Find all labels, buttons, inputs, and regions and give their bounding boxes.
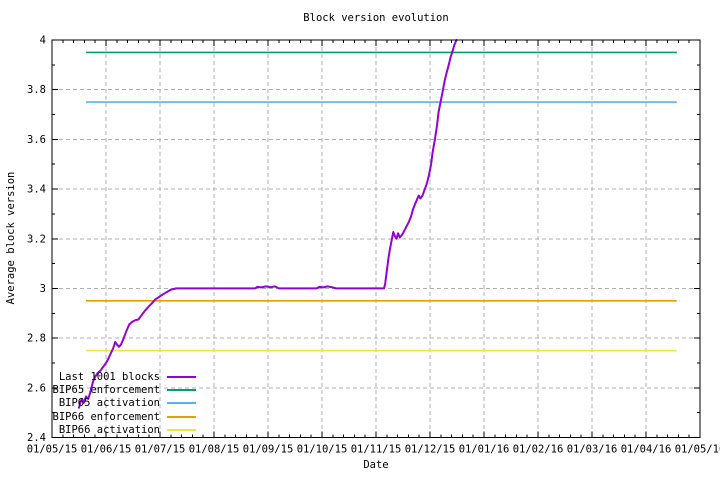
x-tick-label: 01/02/16 [513,444,564,456]
legend-label: BIP66 enforcement [52,410,160,423]
y-tick-label: 3.8 [27,84,46,96]
x-tick-label: 01/09/15 [243,444,294,456]
x-tick-label: 01/12/15 [405,444,456,456]
legend-item-last-1001-blocks: Last 1001 blocks [0,370,240,383]
legend-label: BIP65 enforcement [52,384,160,397]
legend-item-bip65-activation: BIP65 activation [0,397,240,410]
x-tick-label: 01/05/16 [675,444,720,456]
legend-line-sample [167,429,196,432]
legend-line-sample [167,415,196,418]
y-tick-label: 2.4 [27,432,46,444]
y-tick-label: 3.6 [27,134,46,146]
legend-label: Last 1001 blocks [58,370,160,383]
legend-line-sample [167,389,196,392]
x-tick-label: 01/01/16 [459,444,510,456]
y-tick-label: 2.6 [27,382,46,394]
legend-line-sample [167,375,196,378]
x-tick-label: 01/11/15 [351,444,402,456]
legend-label: BIP65 activation [58,397,160,410]
x-tick-label: 01/07/15 [135,444,186,456]
x-tick-label: 01/06/15 [81,444,132,456]
y-tick-label: 4 [40,35,46,47]
chart-title: Block version evolution [303,12,449,24]
y-tick-label: 3.4 [27,184,46,196]
legend-item-bip65-enforcement: BIP65 enforcement [0,383,240,396]
x-tick-label: 01/03/16 [567,444,618,456]
x-tick-label: 01/10/15 [297,444,348,456]
legend-line-sample [167,402,196,405]
legend-item-bip66-enforcement: BIP66 enforcement [0,410,240,423]
x-tick-label: 01/08/15 [189,444,240,456]
y-tick-label: 3.2 [27,233,46,245]
legend-label: BIP66 activation [58,424,160,437]
legend: Last 1001 blocks BIP65 enforcement BIP65… [0,370,240,437]
x-tick-label: 01/04/16 [621,444,672,456]
y-tick-label: 2.8 [27,333,46,345]
legend-item-bip66-activation: BIP66 activation [0,424,240,437]
y-tick-label: 3 [40,283,46,295]
x-axis-title: Date [363,459,389,471]
series-last-1001-blocks [78,39,458,409]
x-tick-label: 01/05/15 [27,444,78,456]
